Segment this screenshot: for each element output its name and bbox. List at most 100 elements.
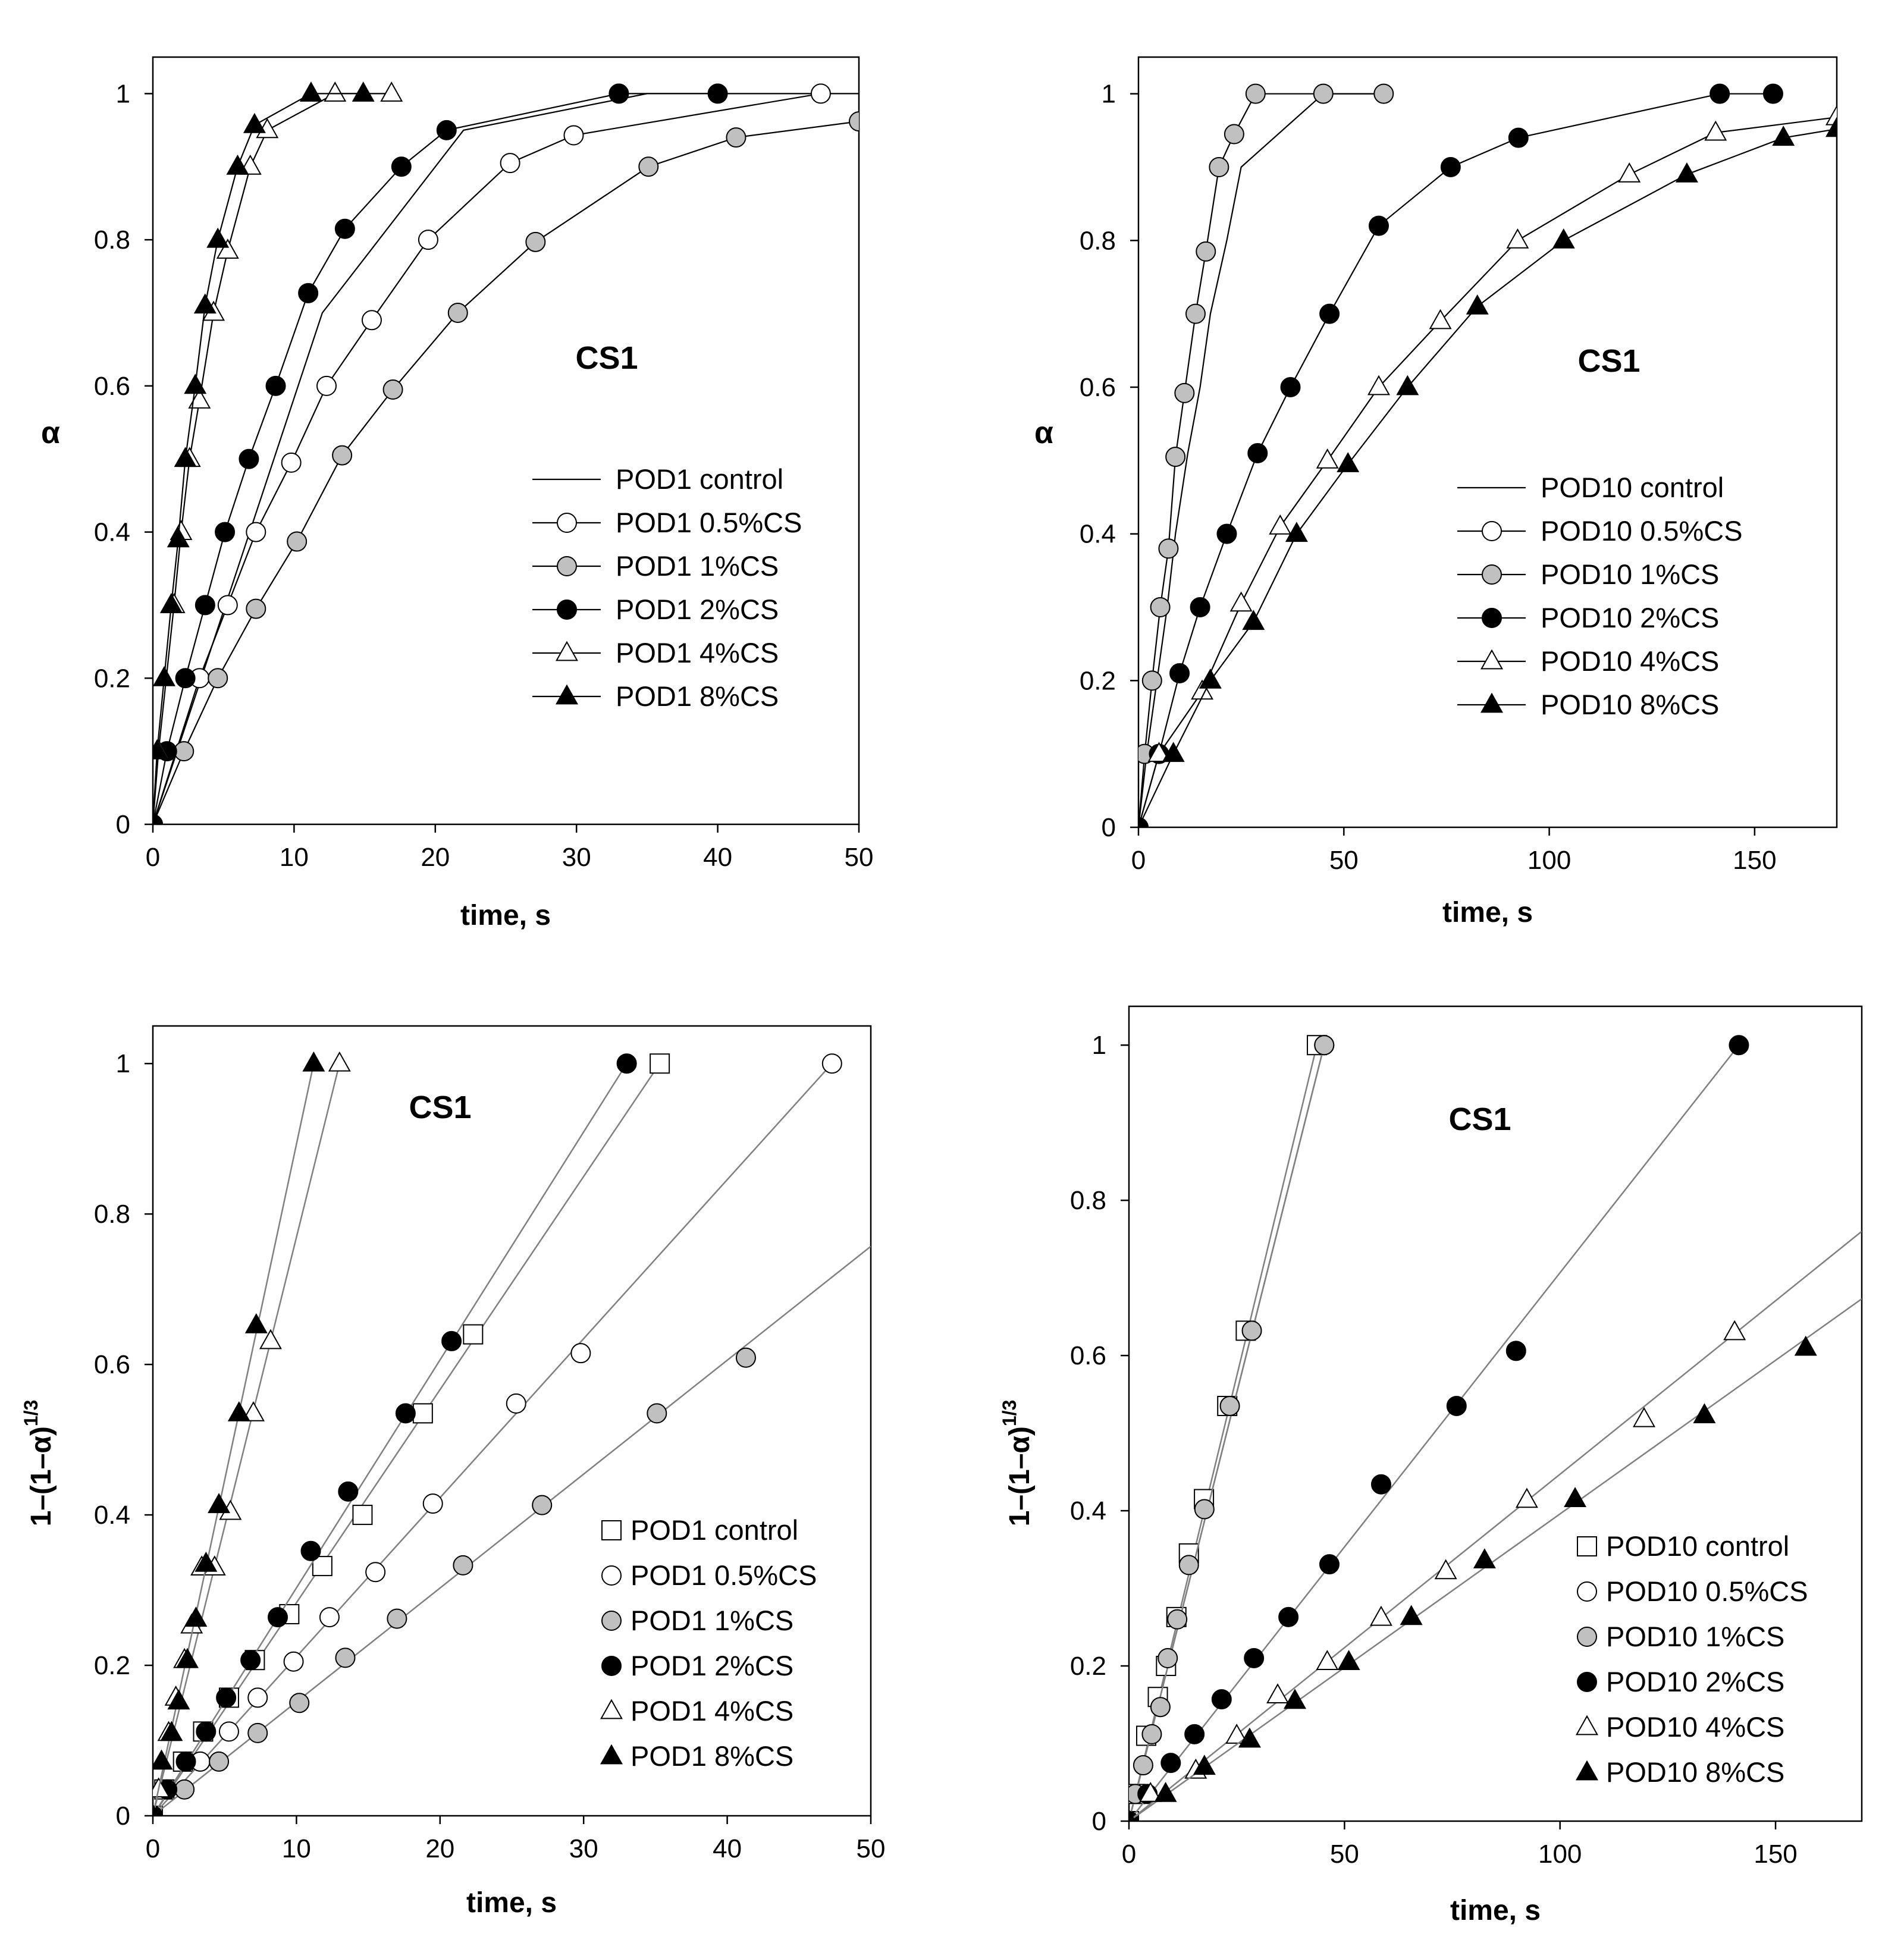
data-point [1709,83,1730,104]
data-point [1319,303,1340,324]
data-point [1158,1648,1178,1668]
data-point [1278,1606,1299,1627]
data-point [196,1721,217,1742]
legend-label: POD1 control [631,1514,798,1546]
series-line [153,121,859,824]
chart-panel-4: 0 50 100 150 0 0.2 0.4 0.6 0.8 1 time, s 1–(1–α)1/3… [999,1005,1863,1926]
x-tick-label: 100 [1527,846,1571,875]
legend-label: POD1 control [616,463,783,495]
series-pod1-control [153,1053,670,1816]
data-point [209,1751,230,1772]
data-point [1515,1487,1538,1508]
data-point [1238,1727,1261,1748]
data-point [1316,1650,1339,1670]
data-point [153,1777,170,1798]
data-point [1369,1605,1392,1626]
legend-label: POD10 8%CS [1606,1756,1784,1788]
data-point [1154,1781,1177,1802]
legend-label: POD1 4%CS [631,1695,793,1727]
x-tick-label: 50 [857,1834,886,1863]
legend-label: POD10 1%CS [1606,1621,1784,1652]
data-point [1729,1035,1749,1056]
data-point [153,1749,173,1770]
series-pod1-0-5-cs [153,83,831,824]
y-tick-label: 0.4 [94,518,130,547]
data-point [1184,1724,1205,1744]
legend-marker [1482,564,1502,585]
data-point [1564,1487,1587,1507]
series-pod1-0-5-cs [153,1053,842,1816]
data-point [1319,1554,1340,1575]
data-point [1675,162,1698,183]
data-point [1693,1403,1716,1424]
series-line [1138,117,1837,827]
data-point [247,1687,268,1708]
data-point [525,231,546,252]
data-point [1373,83,1394,104]
legend-item: POD1 control [601,1514,798,1546]
series-pod10-4-cs [1138,105,1837,827]
series-pod10-1-cs [1138,83,1394,827]
x-tick-label: 0 [1122,1840,1136,1869]
data-point [1150,1697,1171,1718]
data-point [436,120,457,140]
data-point [1280,377,1301,397]
data-point [821,1053,842,1074]
legend-item: POD10 0.5%CS [1577,1575,1808,1607]
data-point [217,595,238,616]
data-point [159,593,183,613]
data-point [244,1313,268,1333]
y-tick-label: 0.2 [1080,666,1116,695]
chart-panel-1: 0 10 20 30 40 50 0 0.2 0.4 0.6 0.8 1 time, s α CS1 POD1… [41,56,873,931]
legend-marker [557,600,577,620]
data-point [175,668,196,689]
data-point [243,112,266,133]
chart-title: CS1 [575,340,638,376]
data-point [316,375,337,396]
series-pod10-1-cs [1129,1035,1335,1821]
legend-marker [556,684,578,705]
y-tick-label: 1 [1102,80,1116,109]
data-point [395,1403,416,1424]
data-point [1160,1753,1181,1774]
data-point [1129,1809,1136,1821]
y-tick-label: 0.6 [1080,373,1116,402]
legend-label: POD10 4%CS [1606,1711,1784,1743]
legend-label: POD1 8%CS [616,680,779,712]
data-point [650,1053,670,1074]
data-point [1162,742,1185,762]
data-point [1147,742,1171,762]
y-tick-label: 0.6 [94,372,130,401]
y-tick-label: 0.2 [94,1651,130,1680]
data-point [184,374,207,394]
data-point [1158,538,1179,559]
data-point [1466,294,1489,315]
data-point [1241,1320,1262,1341]
y-tick-label: 0.2 [1070,1652,1106,1681]
data-point [208,1493,231,1514]
fit-line [1129,1044,1325,1821]
data-point [287,531,308,552]
legend-label: POD10 0.5%CS [1541,515,1743,547]
data-point [563,125,584,146]
data-point [239,448,259,469]
data-point [1247,443,1268,463]
data-layer [1129,1035,1862,1821]
data-point [453,1555,473,1575]
series-line [1138,128,1837,827]
legend-marker [1577,1581,1597,1602]
series-pod10-2-cs [1138,83,1783,827]
legend-label: POD10 4%CS [1541,645,1719,677]
data-point [328,1051,351,1072]
y-tick-label: 0 [116,810,130,839]
data-point [195,595,215,616]
chart-title: CS1 [1577,343,1640,379]
data-point [1167,1609,1188,1630]
data-point [206,227,230,248]
data-layer [153,81,859,824]
series-pod1-1-cs [153,1245,871,1816]
y-axis-label: α [41,416,60,450]
x-tick-label: 0 [1131,846,1146,875]
data-point [463,1324,484,1345]
data-point [1165,447,1186,467]
